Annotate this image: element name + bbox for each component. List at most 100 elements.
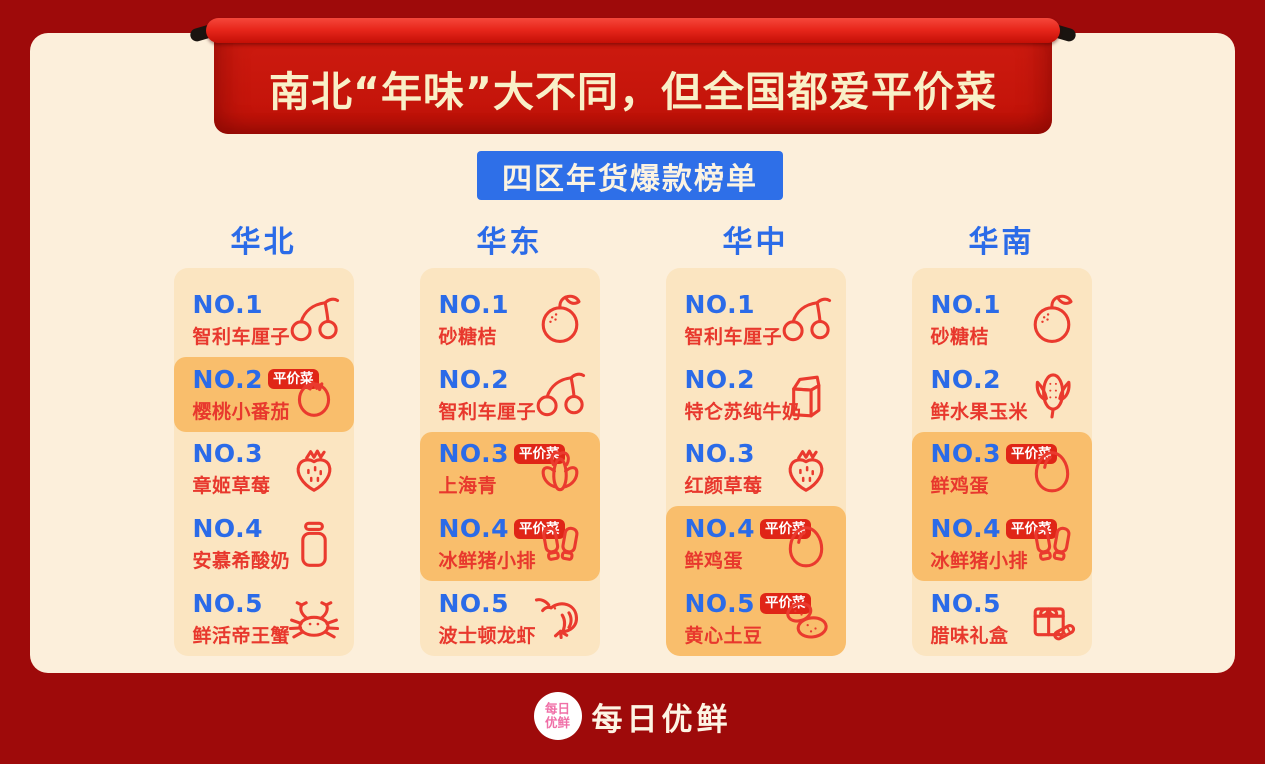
rank-item-text: NO.4 平价菜 鲜鸡蛋 — [684, 514, 811, 573]
cheap-dish-badge: 平价菜 — [268, 369, 319, 390]
section-badge: 四区年货爆款榜单 — [477, 151, 783, 200]
rank-item-text: NO.3 章姬草莓 — [193, 439, 271, 498]
rank-label: NO.1 — [684, 289, 756, 319]
region-panel: NO.1 砂糖桔 NO.2 智利车厘子 NO.3 平价菜 上海青 NO.4 平价菜 冰鲜猪小排 NO… — [419, 268, 600, 656]
brand-logo-line2: 优鲜 — [544, 715, 570, 730]
rank-label: NO.2 — [930, 364, 1002, 394]
milk-carton-icon — [778, 366, 834, 422]
rank-item-row: NO.1 砂糖桔 — [420, 282, 600, 357]
cheap-dish-badge: 平价菜 — [1006, 518, 1057, 539]
rank-item-text: NO.3 平价菜 上海青 — [438, 439, 565, 498]
rank-item-row: NO.3 平价菜 鲜鸡蛋 — [911, 431, 1092, 507]
banner-scroll: 南北“年味”大不同，但全国都爱平价菜 — [214, 28, 1052, 134]
region-column-1: 华北 NO.1 智利车厘子 NO.2 平价菜樱桃小番茄 NO.3 章姬草莓 NO.4 安慕希酸奶… — [173, 222, 354, 656]
rank-label: NO.4 — [684, 514, 756, 544]
yogurt-bottle-icon — [286, 516, 342, 572]
rank-item-row: NO.4 平价菜 冰鲜猪小排 — [911, 506, 1092, 582]
region-column-3: 华中 NO.1 智利车厘子 NO.2 特仑苏纯牛奶 NO.3 红颜草莓 NO.4 平价菜 鲜鸡蛋 N… — [665, 222, 846, 656]
cherry-icon — [286, 291, 342, 347]
rank-label: NO.5 — [192, 589, 264, 619]
item-name: 腊味礼盒 — [930, 625, 1009, 648]
rank-item-row: NO.2 鲜水果玉米 — [912, 357, 1092, 432]
item-name: 红颜草莓 — [684, 475, 763, 498]
regions-grid: 华北 NO.1 智利车厘子 NO.2 平价菜 樱桃小番茄 NO.3 章姬草莓 NO.4 安慕希酸奶… — [0, 222, 1265, 656]
strawberry-icon — [286, 441, 342, 497]
rank-item-text: NO.1 智利车厘子 — [684, 289, 782, 349]
item-name: 樱桃小番茄 — [192, 400, 291, 423]
gift-box-icon — [1024, 591, 1080, 647]
rank-label: NO.2 — [192, 364, 264, 394]
region-column-2: 华东 NO.1 砂糖桔 NO.2 智利车厘子 NO.3 平价菜 上海青 NO.4 平价菜 冰鲜猪小排… — [419, 222, 600, 656]
rank-item-row: NO.2 特仑苏纯牛奶 — [666, 357, 846, 432]
rank-item-text: NO.5 腊味礼盒 — [931, 589, 1009, 648]
rank-item-row: NO.1 砂糖桔 — [912, 282, 1092, 357]
item-name: 安慕希酸奶 — [192, 550, 291, 573]
rank-label: NO.3 — [684, 439, 756, 469]
cheap-dish-badge: 平价菜 — [760, 593, 811, 614]
rank-item-row: NO.4 安慕希酸奶 — [174, 506, 354, 581]
rank-item-text: NO.2 特仑苏纯牛奶 — [684, 364, 802, 424]
pork-ribs-icon — [532, 516, 588, 572]
rank-item-row: NO.4 平价菜 冰鲜猪小排 — [419, 506, 600, 582]
item-name: 波士顿龙虾 — [438, 625, 537, 648]
item-name: 黄心土豆 — [684, 625, 763, 648]
tomato-icon — [286, 366, 342, 422]
crab-icon — [286, 591, 342, 647]
rank-label: NO.2 — [438, 364, 510, 394]
brand-logo-icon: 每日 优鲜 — [533, 692, 582, 740]
rank-item-row: NO.4 平价菜 鲜鸡蛋 — [665, 506, 846, 582]
region-title: 华东 — [476, 225, 543, 260]
rank-label: NO.1 — [192, 289, 264, 319]
footer-brand: 每日 优鲜 每日优鲜 — [533, 692, 732, 740]
rank-item-row: NO.3 红颜草莓 — [666, 432, 846, 507]
region-title: 华南 — [968, 225, 1035, 260]
region-panel: NO.1 智利车厘子 NO.2 平价菜 樱桃小番茄 NO.3 章姬草莓 NO.4 安慕希酸奶 NO… — [173, 268, 354, 656]
egg-icon — [778, 516, 834, 572]
rank-label: NO.5 — [930, 589, 1002, 619]
rank-item-row: NO.2 平价菜樱桃小番茄 — [173, 356, 354, 432]
item-name: 鲜活帝王蟹 — [192, 625, 291, 648]
tangerine-icon — [1024, 291, 1080, 347]
banner-title: 南北“年味”大不同，但全国都爱平价菜 — [269, 68, 997, 116]
rank-label: NO.3 — [192, 439, 264, 469]
item-name: 砂糖桔 — [438, 325, 498, 348]
brand-name: 每日优鲜 — [591, 701, 732, 738]
rank-item-text: NO.5 波士顿龙虾 — [438, 589, 537, 648]
bokchoy-icon — [532, 441, 588, 497]
rank-item-row: NO.2 智利车厘子 — [420, 357, 600, 432]
rank-label: NO.1 — [438, 289, 510, 319]
rank-item-text: NO.2 鲜水果玉米 — [930, 364, 1029, 424]
region-panel: NO.1 智利车厘子 NO.2 特仑苏纯牛奶 NO.3 红颜草莓 NO.4 平价菜 鲜鸡蛋 NO.… — [665, 268, 846, 656]
item-name: 砂糖桔 — [930, 325, 990, 348]
rank-item-text: NO.4 安慕希酸奶 — [192, 514, 291, 573]
pork-ribs-icon — [1024, 516, 1080, 572]
item-name: 冰鲜猪小排 — [930, 550, 1029, 573]
rank-label: NO.4 — [192, 514, 264, 544]
item-name: 鲜鸡蛋 — [930, 475, 990, 498]
lobster-icon — [532, 591, 588, 647]
rank-item-row: NO.5 平价菜 黄心土豆 — [665, 581, 846, 656]
rank-label: NO.3 — [438, 439, 510, 469]
rank-item-text: NO.1 智利车厘子 — [192, 289, 291, 349]
rank-item-text: NO.2 平价菜樱桃小番茄 — [192, 364, 319, 424]
cherry-icon — [778, 291, 834, 347]
rank-item-text: NO.5 平价菜 黄心土豆 — [684, 589, 811, 648]
item-name: 鲜水果玉米 — [930, 400, 1029, 423]
region-column-4: 华南 NO.1 砂糖桔 NO.2 鲜水果玉米 NO.3 平价菜 鲜鸡蛋 NO.4 平价菜 冰鲜猪小排… — [911, 222, 1092, 656]
rank-item-text: NO.1 砂糖桔 — [931, 290, 1002, 349]
corn-icon — [1024, 366, 1080, 422]
egg-icon — [1024, 441, 1080, 497]
rank-label: NO.5 — [438, 589, 510, 619]
rank-item-row: NO.5 鲜活帝王蟹 — [174, 581, 354, 656]
region-panel: NO.1 砂糖桔 NO.2 鲜水果玉米 NO.3 平价菜 鲜鸡蛋 NO.4 平价菜 冰鲜猪小排 NO… — [911, 268, 1092, 656]
rank-label: NO.3 — [930, 439, 1002, 469]
cheap-dish-badge: 平价菜 — [514, 518, 565, 539]
rank-item-text: NO.4 平价菜 冰鲜猪小排 — [438, 514, 565, 573]
rank-label: NO.4 — [438, 514, 510, 544]
strawberry-icon — [778, 441, 834, 497]
rank-item-row: NO.5 波士顿龙虾 — [420, 581, 600, 656]
item-name: 智利车厘子 — [192, 325, 291, 348]
region-title: 华北 — [230, 225, 297, 260]
rank-label: NO.2 — [684, 364, 756, 394]
item-name: 鲜鸡蛋 — [684, 550, 744, 573]
